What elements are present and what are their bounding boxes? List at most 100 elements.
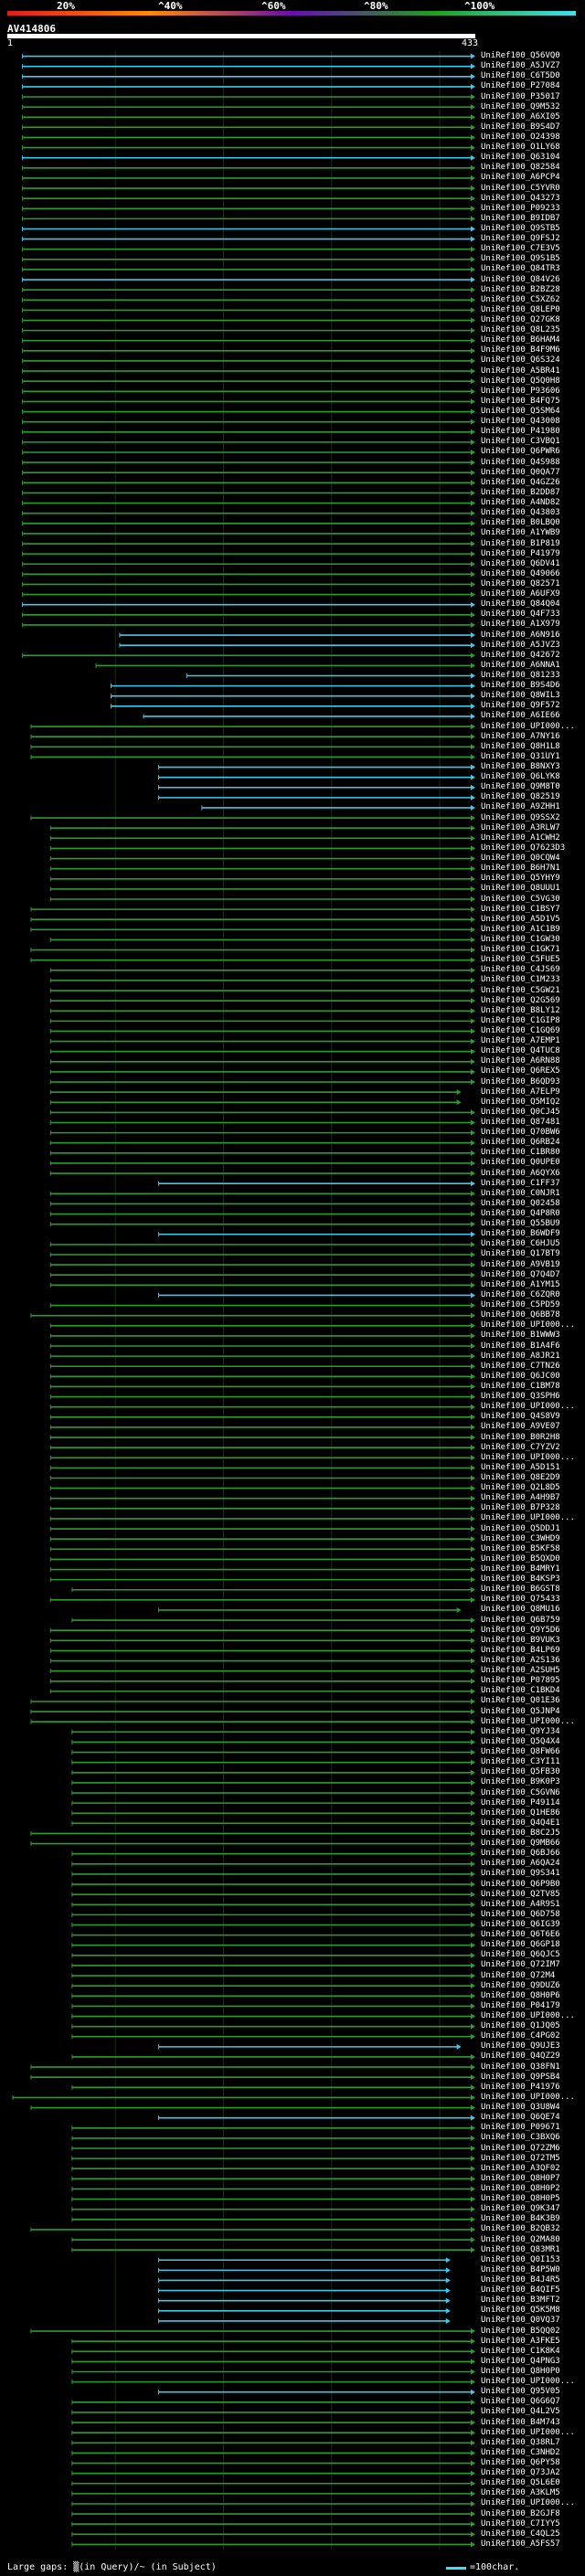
hit-label[interactable]: UniRef100_A3FKE5 [481, 2336, 560, 2346]
hit-label[interactable]: UniRef100_A5JVZ7 [481, 61, 560, 71]
hit-label[interactable]: UniRef100_B6H7N1 [481, 864, 560, 874]
hit-label[interactable]: UniRef100_Q8WIL3 [481, 691, 560, 701]
hit-label[interactable]: UniRef100_Q75433 [481, 1595, 560, 1605]
hit-label[interactable]: UniRef100_Q38FN1 [481, 2062, 560, 2072]
hit-label[interactable]: UniRef100_C7IYY5 [481, 2518, 560, 2528]
hit-label[interactable]: UniRef100_Q9DUZ6 [481, 1980, 560, 1990]
hit-label[interactable]: UniRef100_Q72M4 [481, 1970, 556, 1980]
hit-label[interactable]: UniRef100_UPI000... [481, 721, 575, 731]
hit-label[interactable]: UniRef100_C1GW30 [481, 934, 560, 944]
hit-label[interactable]: UniRef100_Q6PY58 [481, 2458, 560, 2468]
hit-label[interactable]: UniRef100_C4JS69 [481, 965, 560, 975]
hit-label[interactable]: UniRef100_Q0UPE0 [481, 1158, 560, 1168]
hit-label[interactable]: UniRef100_Q8H0P5 [481, 2194, 560, 2204]
hit-label[interactable]: UniRef100_C4PG02 [481, 2031, 560, 2041]
hit-label[interactable]: UniRef100_B6HAM4 [481, 335, 560, 345]
hit-label[interactable]: UniRef100_P93606 [481, 386, 560, 396]
hit-label[interactable]: UniRef100_B4J4R5 [481, 2274, 560, 2284]
hit-label[interactable]: UniRef100_Q6BJ66 [481, 1849, 560, 1859]
hit-label[interactable]: UniRef100_A5D1V5 [481, 914, 560, 924]
hit-label[interactable]: UniRef100_Q72ZM6 [481, 2143, 560, 2153]
hit-label[interactable]: UniRef100_Q17BT9 [481, 1249, 560, 1259]
hit-label[interactable]: UniRef100_Q4S8V9 [481, 1412, 560, 1422]
hit-label[interactable]: UniRef100_C3NHD2 [481, 2447, 560, 2457]
hit-label[interactable]: UniRef100_B9VUK3 [481, 1635, 560, 1645]
hit-label[interactable]: UniRef100_Q8MU16 [481, 1605, 560, 1615]
hit-label[interactable]: UniRef100_Q87481 [481, 1118, 560, 1127]
hit-label[interactable]: UniRef100_Q8E2D9 [481, 1472, 560, 1482]
hit-label[interactable]: UniRef100_B4P5W0 [481, 2264, 560, 2274]
hit-label[interactable]: UniRef100_C7E3V5 [481, 244, 560, 254]
hit-label[interactable]: UniRef100_Q0CJ45 [481, 1107, 560, 1117]
hit-label[interactable]: UniRef100_B8LY12 [481, 1005, 560, 1015]
hit-label[interactable]: UniRef100_B2BZ28 [481, 284, 560, 294]
hit-label[interactable]: UniRef100_C1BM78 [481, 1381, 560, 1391]
hit-label[interactable]: UniRef100_B6WDF9 [481, 1229, 560, 1239]
hit-label[interactable]: UniRef100_A8JR21 [481, 1351, 560, 1361]
hit-label[interactable]: UniRef100_B4F9M6 [481, 345, 560, 355]
hit-label[interactable]: UniRef100_Q9Y5D6 [481, 1625, 560, 1635]
hit-label[interactable]: UniRef100_Q6B759 [481, 1615, 560, 1625]
hit-label[interactable]: UniRef100_A1X979 [481, 620, 560, 630]
hit-label[interactable]: UniRef100_Q6JC00 [481, 1371, 560, 1381]
hit-label[interactable]: UniRef100_Q6LYK8 [481, 772, 560, 782]
hit-label[interactable]: UniRef100_Q55BU9 [481, 1219, 560, 1229]
hit-label[interactable]: UniRef100_Q9F572 [481, 701, 560, 711]
hit-label[interactable]: UniRef100_Q9S1B5 [481, 254, 560, 264]
hit-label[interactable]: UniRef100_Q2G569 [481, 995, 560, 1005]
hit-label[interactable]: UniRef100_A6NNA1 [481, 660, 560, 670]
hit-label[interactable]: UniRef100_P09233 [481, 203, 560, 213]
hit-label[interactable]: UniRef100_Q82519 [481, 792, 560, 802]
hit-label[interactable]: UniRef100_B4K3B9 [481, 2214, 560, 2224]
hit-label[interactable]: UniRef100_A4R9S1 [481, 1899, 560, 1909]
hit-label[interactable]: UniRef100_Q5FB30 [481, 1767, 560, 1777]
hit-label[interactable]: UniRef100_B2QB32 [481, 2224, 560, 2234]
hit-label[interactable]: UniRef100_C5GW21 [481, 985, 560, 995]
hit-label[interactable]: UniRef100_Q72IM7 [481, 1960, 560, 1970]
hit-label[interactable]: UniRef100_A5D151 [481, 1462, 560, 1472]
hit-label[interactable]: UniRef100_B4KSP3 [481, 1574, 560, 1585]
hit-label[interactable]: UniRef100_A6IE66 [481, 711, 560, 721]
hit-label[interactable]: UniRef100_P41980 [481, 427, 560, 437]
hit-label[interactable]: UniRef100_Q70BW6 [481, 1128, 560, 1138]
hit-label[interactable]: UniRef100_Q5SM64 [481, 407, 560, 417]
hit-label[interactable]: UniRef100_Q5MIQ2 [481, 1097, 560, 1107]
hit-label[interactable]: UniRef100_Q9MB66 [481, 1839, 560, 1849]
hit-label[interactable]: UniRef100_Q1HE86 [481, 1807, 560, 1818]
hit-label[interactable]: UniRef100_Q9STB5 [481, 223, 560, 233]
hit-label[interactable]: UniRef100_B8C2J5 [481, 1828, 560, 1838]
hit-label[interactable]: UniRef100_C5PD59 [481, 1300, 560, 1310]
hit-label[interactable]: UniRef100_Q43273 [481, 193, 560, 203]
hit-label[interactable]: UniRef100_P07895 [481, 1676, 560, 1686]
hit-label[interactable]: UniRef100_Q0VQ37 [481, 2316, 560, 2326]
hit-label[interactable]: UniRef100_B9K0P3 [481, 1777, 560, 1787]
hit-label[interactable]: UniRef100_Q0QA77 [481, 467, 560, 477]
hit-label[interactable]: UniRef100_Q9UJE3 [481, 2041, 560, 2051]
hit-label[interactable]: UniRef100_P49114 [481, 1797, 560, 1807]
hit-label[interactable]: UniRef100_A6QYX6 [481, 1168, 560, 1178]
hit-label[interactable]: UniRef100_Q4TUC8 [481, 1046, 560, 1056]
hit-label[interactable]: UniRef100_Q4Q4E1 [481, 1818, 560, 1828]
hit-label[interactable]: UniRef100_Q9S341 [481, 1869, 560, 1879]
hit-label[interactable]: UniRef100_Q83MR1 [481, 2244, 560, 2254]
hit-label[interactable]: UniRef100_C3YI11 [481, 1757, 560, 1767]
hit-label[interactable]: UniRef100_C0NJR1 [481, 1188, 560, 1198]
hit-label[interactable]: UniRef100_UPI000... [481, 2427, 575, 2437]
hit-label[interactable]: UniRef100_Q5K5M8 [481, 2306, 560, 2316]
hit-label[interactable]: UniRef100_A5BR41 [481, 366, 560, 376]
hit-label[interactable]: UniRef100_A6XI05 [481, 111, 560, 122]
hit-label[interactable]: UniRef100_C1BSY7 [481, 904, 560, 914]
hit-label[interactable]: UniRef100_O1LY68 [481, 143, 560, 153]
hit-label[interactable]: UniRef100_B1WWW3 [481, 1330, 560, 1341]
hit-label[interactable]: UniRef100_B6QD93 [481, 1076, 560, 1087]
hit-label[interactable]: UniRef100_Q8H0P6 [481, 1990, 560, 2000]
hit-label[interactable]: UniRef100_C1GQ69 [481, 1025, 560, 1035]
hit-label[interactable]: UniRef100_Q8H0P7 [481, 2173, 560, 2183]
hit-label[interactable]: UniRef100_A6N916 [481, 630, 560, 640]
hit-label[interactable]: UniRef100_Q95V05 [481, 2387, 560, 2397]
hit-label[interactable]: UniRef100_Q6S324 [481, 355, 560, 366]
hit-label[interactable]: UniRef100_B9S4D6 [481, 681, 560, 691]
hit-label[interactable]: UniRef100_B2GJF8 [481, 2508, 560, 2518]
hit-label[interactable]: UniRef100_A9VB19 [481, 1259, 560, 1269]
hit-label[interactable]: UniRef100_Q8L235 [481, 325, 560, 335]
